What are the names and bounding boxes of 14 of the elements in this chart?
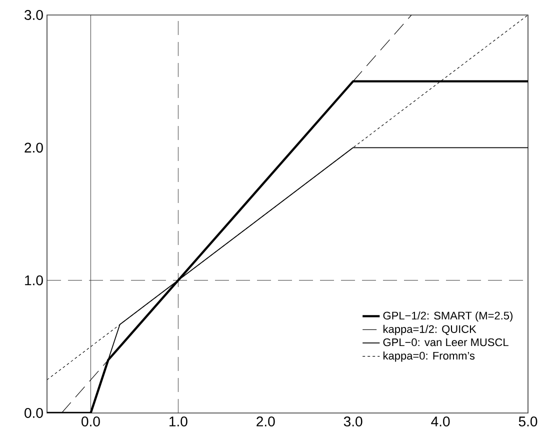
legend-label: kappa=0: Fromm’s: [383, 352, 475, 362]
x-tick-label: 1.0: [170, 416, 188, 426]
x-tick-label: 0.0: [82, 416, 100, 426]
x-tick-label: 5.0: [518, 416, 538, 426]
legend-label: GPL−0: van Leer MUSCL: [383, 338, 508, 346]
legend-label: kappa=1/2: QUICK: [383, 324, 476, 336]
y-tick-label: 0.0: [24, 408, 43, 418]
legend-label: GPL−1/2: SMART (M=2.5): [383, 311, 512, 322]
y-tick-label: 2.0: [24, 142, 43, 153]
y-tick-label: 3.0: [24, 10, 43, 20]
x-tick-label: 4.0: [431, 416, 450, 426]
y-tick-label: 1.0: [25, 275, 43, 286]
x-tick-label: 2.0: [256, 416, 275, 426]
x-tick-label: 3.0: [344, 416, 362, 426]
